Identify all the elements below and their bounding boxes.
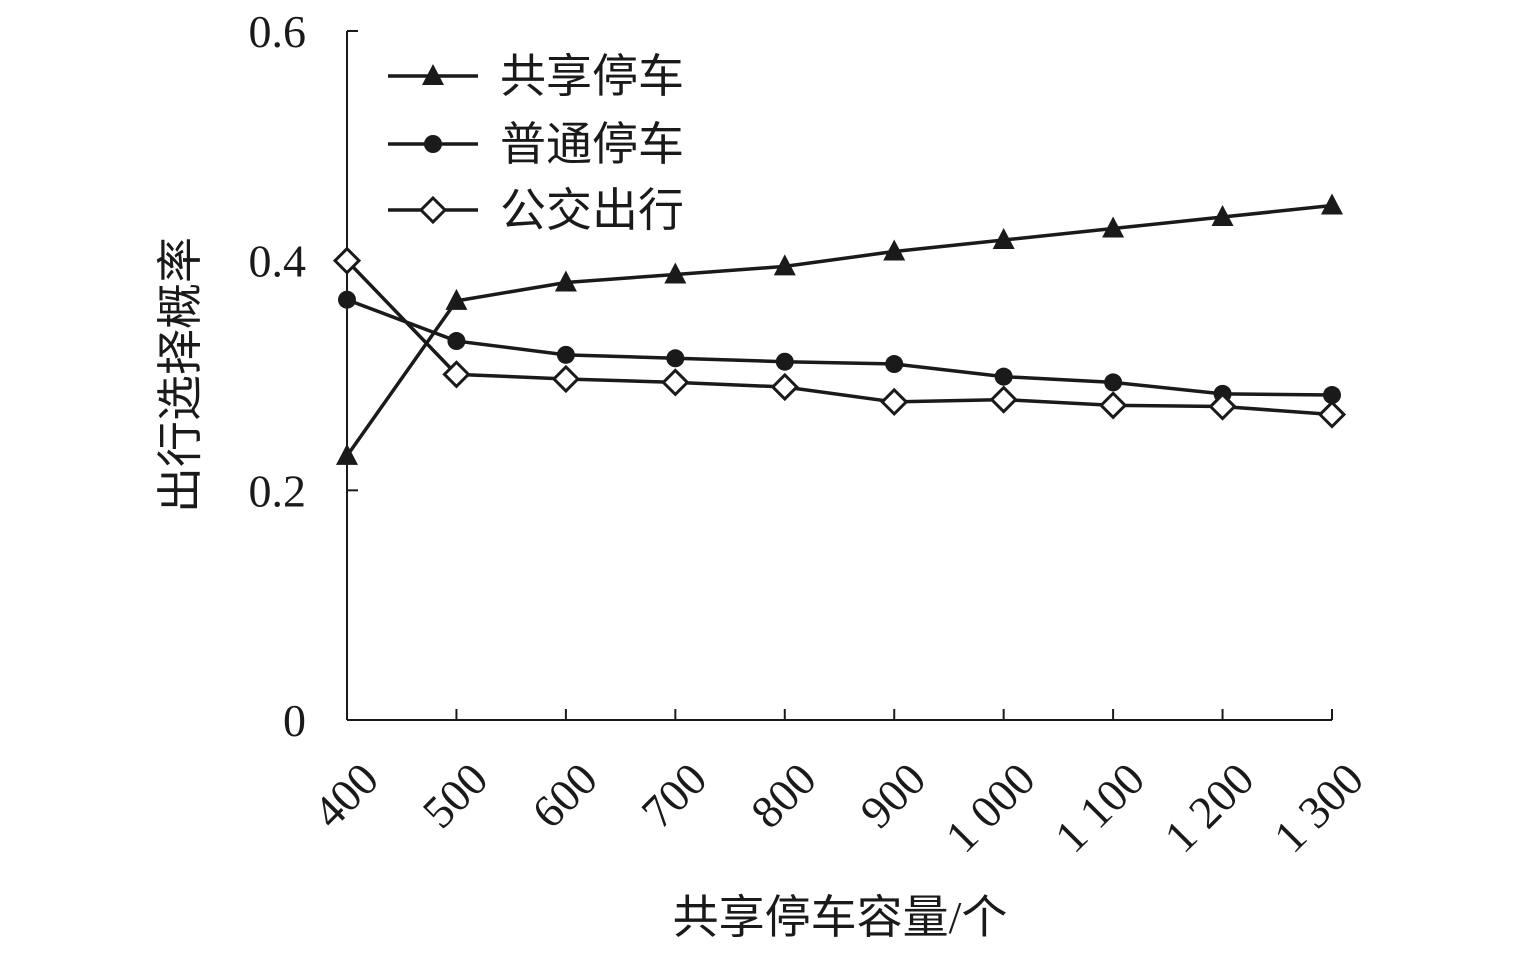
- diamond-marker: [442, 360, 471, 389]
- series-circle: [338, 290, 1341, 405]
- diamond-marker: [1317, 400, 1347, 429]
- triangle-marker: [422, 64, 444, 85]
- y-tick-label: 0.2: [249, 465, 307, 516]
- circle-marker: [556, 345, 575, 364]
- series-triangle: [336, 193, 1343, 465]
- diamond-marker: [332, 246, 362, 275]
- triangle-marker: [883, 239, 906, 261]
- series-line: [345, 203, 1333, 457]
- y-ticks: 0 0.2 0.4 0.6: [249, 6, 358, 746]
- diamond-marker: [989, 385, 1018, 414]
- legend-item: 共享停车: [388, 51, 684, 102]
- legend-item: 公交出行: [388, 185, 684, 236]
- diamond-marker: [1098, 391, 1128, 420]
- circle-marker: [885, 355, 904, 374]
- series-lines: [332, 193, 1347, 465]
- circle-marker: [424, 135, 442, 153]
- diamond-marker: [770, 372, 799, 402]
- x-tick-label: 400: [303, 753, 388, 838]
- circle-marker: [666, 349, 685, 368]
- x-tick-label: 1 100: [1045, 753, 1154, 862]
- triangle-marker: [1211, 205, 1234, 227]
- y-axis-label: 出行选择概率: [155, 237, 206, 513]
- triangle-marker: [992, 227, 1015, 249]
- diamond-marker: [551, 364, 581, 394]
- circle-marker: [994, 367, 1013, 386]
- x-tick-label: 600: [522, 753, 607, 838]
- triangle-marker: [1102, 216, 1125, 238]
- y-tick-label: 0.6: [249, 6, 307, 57]
- x-tick-label: 700: [632, 753, 717, 838]
- x-ticks: 400 500 600 700 800 900 1 000 1 100 1 200 1 300: [303, 709, 1373, 862]
- circle-marker: [1104, 373, 1123, 392]
- x-tick-label: 500: [413, 753, 498, 838]
- x-tick-label: 1 200: [1154, 753, 1263, 862]
- diamond-marker: [880, 387, 909, 417]
- circle-marker: [775, 352, 794, 371]
- circle-marker: [447, 332, 466, 351]
- axes: [346, 31, 1332, 721]
- diamond-marker: [418, 195, 448, 225]
- x-tick-label: 1 300: [1264, 753, 1373, 862]
- diamond-marker: [1208, 392, 1237, 421]
- diamond-marker: [661, 368, 690, 397]
- y-tick-label: 0: [283, 695, 306, 746]
- x-axis-label: 共享停车容量/个: [673, 892, 1008, 943]
- triangle-marker: [773, 254, 796, 276]
- x-tick-label: 800: [741, 753, 826, 838]
- circle-marker: [338, 290, 356, 309]
- series-line: [345, 259, 1333, 417]
- triangle-marker: [554, 270, 577, 292]
- triangle-marker: [445, 288, 468, 310]
- x-tick-label: 1 000: [935, 753, 1044, 862]
- series-diamond: [332, 246, 1347, 429]
- legend-label: 普通停车: [500, 119, 684, 170]
- triangle-marker: [336, 443, 358, 465]
- legend-item: 普通停车: [388, 119, 684, 170]
- x-tick-label: 900: [850, 753, 935, 838]
- legend-label: 共享停车: [500, 51, 684, 102]
- triangle-marker: [1321, 193, 1343, 215]
- triangle-marker: [664, 262, 687, 284]
- legend-label: 公交出行: [500, 185, 684, 236]
- circle-marker: [1323, 386, 1341, 405]
- series-line: [346, 298, 1333, 397]
- y-tick-label: 0.4: [249, 236, 307, 287]
